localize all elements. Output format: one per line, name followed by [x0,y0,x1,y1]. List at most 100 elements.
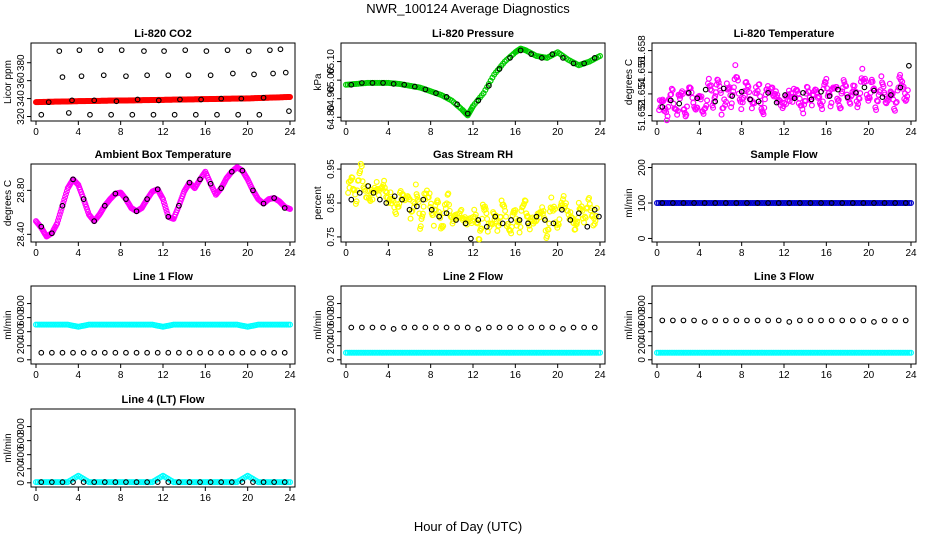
y-tick-label: 0.75 [326,227,337,247]
data-point [369,80,376,86]
data-point [277,46,284,53]
data-point [112,190,119,197]
data-point [694,104,701,111]
figure-title: NWR_100124 Average Diagnostics [366,1,570,16]
data-point [669,86,676,93]
data-point [49,230,55,237]
x-tick-label: 0 [33,370,39,381]
x-tick-label: 16 [821,370,833,381]
panel-title: Line 4 (LT) Flow [122,394,205,406]
data-point [686,84,693,91]
series-1 [343,349,603,356]
series-1 [343,45,603,119]
data-point [508,217,514,223]
data-point [847,100,854,107]
data-point [346,184,353,191]
data-point [712,98,719,105]
data-point [133,479,140,485]
data-point [697,96,704,103]
data-point [271,479,277,485]
data-point [549,51,556,57]
data-point [861,75,868,82]
data-point [818,317,824,324]
data-point [819,106,826,113]
y-axis-label: ml/min [3,310,14,339]
data-point [855,101,862,108]
data-point [422,324,429,331]
y-tick-label: 200 [326,337,337,354]
data-point [87,111,93,118]
data-point [282,69,289,76]
x-tick-label: 12 [778,248,790,259]
y-tick-label: 600 [637,309,648,326]
data-point [163,207,170,214]
data-point [245,48,252,54]
data-point [150,111,157,118]
data-point [235,111,241,118]
data-point [476,236,483,243]
data-point [591,324,598,331]
data-point [55,217,62,224]
data-point [907,200,914,207]
data-point [757,93,764,100]
data-point [417,225,424,232]
y-tick-label: 0 [16,357,27,363]
data-point [674,111,681,118]
data-point [861,84,868,91]
data-point [797,200,803,206]
data-point [496,324,503,331]
data-point [816,93,823,100]
data-point [888,92,894,98]
data-point [207,479,214,485]
data-point [133,208,140,215]
data-point [904,93,911,100]
y-axis-label: kPa [313,73,324,91]
series-1 [32,93,294,106]
data-point [101,479,108,485]
y-axis-label: degrees C [624,59,635,105]
data-point [91,97,98,104]
data-point [881,200,888,206]
x-tick-label: 20 [552,127,564,138]
data-point [57,208,64,215]
data-point [165,72,172,79]
data-point [808,102,815,109]
data-point [712,93,719,100]
x-tick-label: 12 [467,248,479,259]
x-tick-label: 8 [118,370,124,381]
data-point [903,96,910,103]
data-point [823,75,830,82]
data-point [728,104,735,111]
data-point [70,349,76,356]
data-point [56,48,63,54]
data-point [754,87,761,94]
data-point [100,72,107,79]
x-tick-label: 4 [386,370,392,381]
data-point [250,187,256,194]
data-point [353,198,360,205]
data-point [435,199,442,206]
data-point [871,200,877,206]
x-tick-label: 24 [594,127,606,138]
data-point [828,317,835,324]
data-point [176,349,182,356]
data-point [165,349,172,356]
data-point [827,103,834,110]
data-point [383,189,390,196]
data-point [807,317,814,324]
data-point [165,213,172,220]
data-point [559,196,566,203]
data-point [55,214,62,221]
x-tick-label: 16 [200,248,212,259]
y-tick-label: 380 [16,54,27,71]
x-tick-label: 24 [905,370,917,381]
data-point [123,196,129,203]
y-tick-label: 400 [637,323,648,340]
data-point [123,479,129,485]
data-point [679,88,686,95]
data-point [718,111,725,118]
data-point [239,167,246,174]
data-point [207,180,214,187]
series-1 [32,164,294,240]
data-point [755,98,762,105]
